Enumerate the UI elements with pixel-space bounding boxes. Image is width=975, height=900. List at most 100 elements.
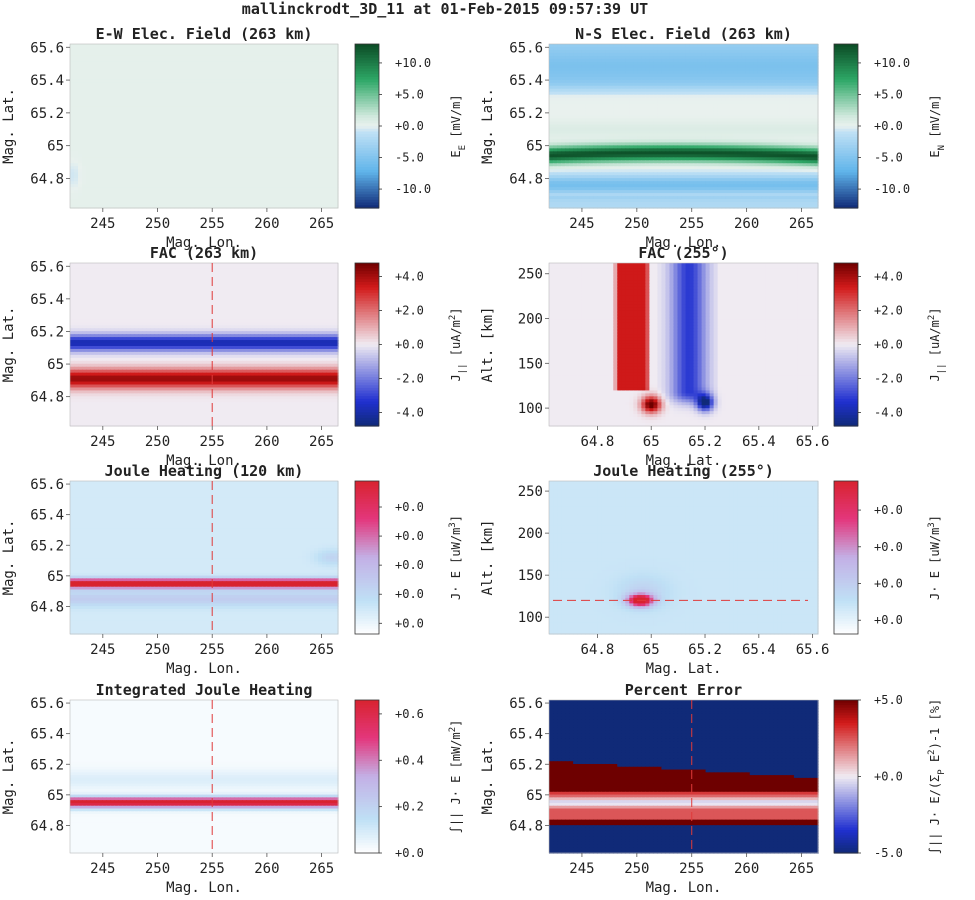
x-tick-label: 250 bbox=[145, 216, 170, 232]
heatmap-cell bbox=[286, 130, 291, 135]
heatmap-cell bbox=[110, 172, 115, 176]
heatmap-cell bbox=[82, 172, 87, 176]
heatmap-cell bbox=[262, 154, 267, 158]
heatmap-cell bbox=[314, 97, 319, 102]
heatmap-cell bbox=[122, 91, 127, 96]
heatmap-cell bbox=[218, 55, 223, 60]
heatmap-cell bbox=[146, 46, 151, 51]
heatmap-cell bbox=[166, 160, 171, 164]
heatmap-cell bbox=[286, 73, 291, 78]
heatmap-cell bbox=[246, 175, 251, 179]
heatmap-cell bbox=[170, 136, 175, 141]
heatmap-cell bbox=[74, 73, 79, 78]
heatmap-cell bbox=[310, 70, 315, 75]
heatmap-cell bbox=[122, 154, 127, 158]
heatmap-cell bbox=[330, 178, 335, 182]
heatmap-cell bbox=[314, 55, 319, 60]
heatmap-cell bbox=[326, 64, 331, 69]
heatmap-cell bbox=[90, 181, 95, 185]
heatmap-cell bbox=[106, 124, 111, 129]
heatmap-cell bbox=[314, 166, 319, 170]
heatmap-cell bbox=[206, 139, 211, 143]
heatmap-cell bbox=[270, 142, 275, 146]
heatmap-cell bbox=[254, 172, 259, 176]
heatmap-cell bbox=[74, 46, 79, 51]
heatmap-cell bbox=[334, 157, 339, 161]
heatmap-cell bbox=[182, 157, 187, 161]
heatmap-cell bbox=[150, 82, 155, 87]
heatmap-cell bbox=[154, 157, 159, 161]
heatmap-cell bbox=[170, 88, 175, 93]
heatmap-cell bbox=[138, 142, 143, 146]
heatmap-cell bbox=[106, 76, 111, 81]
heatmap-cell bbox=[122, 61, 127, 66]
heatmap-cell bbox=[110, 139, 115, 143]
heatmap-cell bbox=[150, 112, 155, 117]
heatmap-cell bbox=[282, 103, 287, 108]
heatmap-cell bbox=[274, 127, 279, 132]
heatmap-cell bbox=[138, 91, 143, 96]
heatmap-cell bbox=[138, 94, 143, 99]
heatmap-cell bbox=[134, 142, 139, 146]
heatmap-cell bbox=[282, 58, 287, 63]
heatmap-cell bbox=[178, 97, 183, 102]
heatmap-cell bbox=[290, 55, 295, 60]
heatmap-cell bbox=[150, 178, 155, 182]
heatmap-cell bbox=[102, 136, 107, 141]
heatmap-cell bbox=[98, 44, 103, 48]
heatmap-cell bbox=[218, 52, 223, 57]
heatmap-cell bbox=[238, 70, 243, 75]
heatmap-cell bbox=[198, 97, 203, 102]
heatmap-cell bbox=[190, 178, 195, 182]
heatmap-cell bbox=[134, 127, 139, 132]
heatmap-cell bbox=[274, 109, 279, 114]
heatmap-cell bbox=[90, 121, 95, 126]
heatmap-cell bbox=[170, 55, 175, 60]
heatmap-cell bbox=[314, 67, 319, 72]
heatmap-cell bbox=[138, 61, 143, 66]
heatmap-cell bbox=[226, 166, 231, 170]
heatmap-cell bbox=[166, 175, 171, 179]
heatmap-cell bbox=[206, 154, 211, 158]
heatmap-cell bbox=[146, 145, 151, 149]
heatmap-cell bbox=[122, 145, 127, 149]
heatmap-cell bbox=[110, 109, 115, 114]
heatmap-cell bbox=[238, 79, 243, 84]
heatmap-cell bbox=[270, 44, 275, 48]
heatmap-cell bbox=[74, 175, 79, 179]
heatmap-cell bbox=[178, 178, 183, 182]
heatmap-cell bbox=[134, 61, 139, 66]
heatmap-cell bbox=[86, 148, 91, 152]
heatmap-cell bbox=[70, 124, 75, 129]
heatmap-cell bbox=[246, 73, 251, 78]
heatmap-cell bbox=[286, 55, 291, 60]
heatmap-cell bbox=[294, 115, 299, 120]
heatmap-cell bbox=[134, 166, 139, 170]
heatmap-cell bbox=[198, 142, 203, 146]
heatmap-cell bbox=[102, 181, 107, 185]
heatmap-cell bbox=[334, 94, 339, 99]
heatmap-cell bbox=[306, 103, 311, 108]
heatmap-cell bbox=[174, 130, 179, 135]
heatmap-cell bbox=[70, 97, 75, 102]
heatmap-cell bbox=[318, 139, 323, 143]
heatmap-cell bbox=[182, 82, 187, 87]
heatmap-cell bbox=[254, 157, 259, 161]
heatmap-cell bbox=[246, 82, 251, 87]
heatmap-cell bbox=[206, 112, 211, 117]
heatmap-cell bbox=[250, 148, 255, 152]
heatmap-cell bbox=[78, 121, 83, 126]
heatmap-cell bbox=[94, 136, 99, 141]
heatmap-cell bbox=[274, 97, 279, 102]
heatmap-cell bbox=[150, 106, 155, 111]
heatmap-cell bbox=[226, 157, 231, 161]
heatmap-cell bbox=[178, 58, 183, 63]
heatmap-cell bbox=[294, 100, 299, 105]
heatmap-cell bbox=[246, 52, 251, 57]
heatmap-cell bbox=[294, 133, 299, 138]
heatmap-cell bbox=[314, 49, 319, 54]
heatmap-cell bbox=[178, 142, 183, 146]
heatmap-cell bbox=[226, 64, 231, 69]
heatmap-cell bbox=[214, 139, 219, 143]
heatmap-cell bbox=[206, 97, 211, 102]
